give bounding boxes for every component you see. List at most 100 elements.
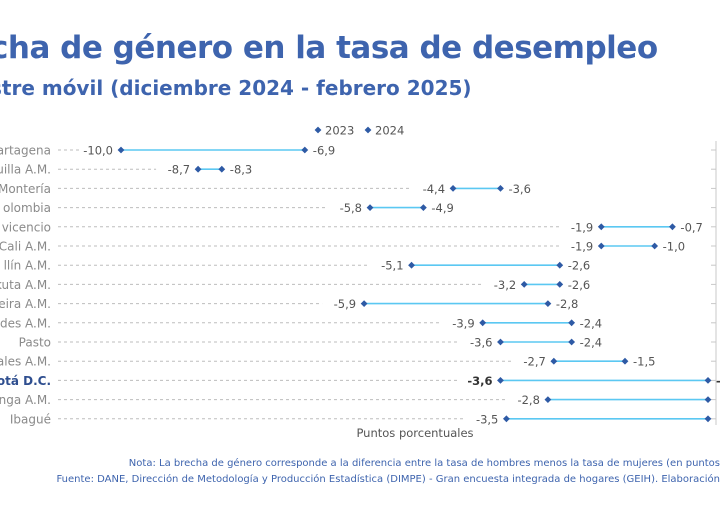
category-label: gotá D.C. [0, 374, 51, 388]
value-label-2023: -3,6 [470, 336, 492, 350]
value-label-2023: -3,6 [467, 374, 492, 388]
value-label-2024: -2,6 [568, 259, 590, 273]
marker-2023 [117, 146, 125, 154]
category-label: Cali A.M. [0, 240, 51, 254]
chart-subtitle: stre móvil (diciembre 2024 - febrero 202… [0, 76, 472, 100]
category-label: llín A.M. [4, 259, 51, 273]
marker-2024 [651, 242, 659, 250]
row-9: des A.M. -3,9 -2,4 [0, 316, 716, 330]
category-label: Pasto [19, 336, 51, 350]
marker-2023 [520, 281, 528, 288]
marker-2023 [597, 223, 605, 231]
value-label-2023: -3,2 [494, 278, 516, 292]
chart-title: cha de género en la tasa de desempleo [0, 30, 658, 66]
row-10: Pasto -3,6 -2,4 [19, 336, 716, 350]
value-label-2023: -1,9 [571, 240, 593, 254]
value-label-2024: -2,6 [568, 278, 590, 292]
marker-2023 [479, 319, 487, 327]
marker-2024 [556, 281, 564, 288]
marker-2023 [194, 165, 202, 173]
category-label: kuta A.M. [0, 278, 51, 292]
marker-2023 [544, 396, 552, 403]
marker-2023 [503, 415, 510, 423]
category-label: nga A.M. [0, 393, 51, 407]
marker-2023 [550, 357, 558, 365]
category-label: uilla A.M. [0, 163, 51, 177]
dumbbell-chart: 2023 2024 artagena -10,0 -6,9 uilla A.M. -8,7… [0, 124, 720, 441]
chart-source: Fuente: DANE, Dirección de Metodología y… [0, 474, 720, 485]
row-4: vicencio -1,9 -0,7 [2, 220, 716, 234]
chart-note: Nota: La brecha de género corresponde a … [0, 458, 720, 469]
marker-2024 [704, 377, 712, 384]
value-label-2023: -3,5 [476, 412, 498, 426]
category-label: Ibagué [10, 412, 51, 426]
marker-2024 [497, 185, 504, 192]
row-2: Montería -4,4 -3,6 [0, 182, 716, 196]
marker-2024 [669, 223, 676, 231]
marker-2023 [408, 261, 415, 269]
marker-2024 [704, 396, 712, 403]
x-axis-label: Puntos porcentuales [356, 426, 473, 440]
value-label-2023: -10,0 [83, 144, 113, 158]
value-label-2024: -0,7 [680, 220, 702, 234]
row-12: gotá D.C. -3,6 -0 [0, 374, 720, 388]
chart-legend: 2023 2024 [314, 124, 404, 138]
marker-2023 [366, 204, 374, 211]
value-label-2023: -3,9 [452, 316, 474, 330]
row-0: artagena -10,0 -6,9 [0, 144, 716, 158]
marker-2023 [449, 185, 457, 192]
marker-2024 [301, 146, 309, 154]
chart-rows: artagena -10,0 -6,9 uilla A.M. -8,7 -8,3 Monte… [0, 144, 720, 427]
category-label: ales A.M. [0, 355, 51, 369]
value-label-2023: -5,9 [334, 297, 356, 311]
legend-marker-2024 [364, 126, 372, 134]
value-label-2023: -8,7 [168, 163, 190, 177]
marker-2024 [218, 165, 226, 173]
category-label: olombia [3, 201, 51, 215]
value-label-2023: -5,8 [340, 201, 362, 215]
marker-2024 [556, 261, 564, 269]
value-label-2023: -2,8 [517, 393, 539, 407]
row-8: eira A.M. -5,9 -2,8 [0, 297, 716, 311]
row-14: Ibagué -3,5 [10, 412, 716, 426]
marker-2024 [704, 415, 712, 423]
row-6: llín A.M. -5,1 -2,6 [4, 259, 716, 273]
chart-note-text: Nota: La brecha de género corresponde a … [128, 458, 720, 469]
value-label-2024: -3,6 [508, 182, 530, 196]
marker-2024 [568, 319, 576, 327]
marker-2023 [360, 300, 368, 307]
value-label-2023: -5,1 [381, 259, 403, 273]
row-11: ales A.M. -2,7 -1,5 [0, 355, 716, 369]
marker-2024 [621, 357, 629, 365]
row-1: uilla A.M. -8,7 -8,3 [0, 163, 716, 177]
value-label-2023: -1,9 [571, 220, 593, 234]
value-label-2024: -6,9 [313, 144, 335, 158]
marker-2024 [544, 300, 552, 307]
category-label: vicencio [2, 220, 51, 234]
row-13: nga A.M. -2,8 [0, 393, 716, 407]
category-label: artagena [0, 144, 51, 158]
value-label-2024: -0 [716, 374, 720, 388]
value-label-2024: -2,8 [556, 297, 578, 311]
value-label-2023: -4,4 [423, 182, 445, 196]
value-label-2024: -1,5 [633, 355, 655, 369]
category-label: eira A.M. [0, 297, 51, 311]
value-label-2023: -2,7 [523, 355, 545, 369]
value-label-2024: -8,3 [230, 163, 252, 177]
row-3: olombia -5,8 -4,9 [3, 201, 716, 215]
chart-source-text: Fuente: DANE, Dirección de Metodología y… [56, 474, 720, 485]
legend-label-2024: 2024 [375, 124, 404, 138]
value-label-2024: -2,4 [580, 336, 602, 350]
marker-2023 [497, 377, 504, 384]
legend-marker-2023 [314, 126, 322, 134]
marker-2024 [568, 338, 576, 346]
value-label-2024: -2,4 [580, 316, 602, 330]
marker-2024 [419, 204, 427, 211]
row-5: Cali A.M. -1,9 -1,0 [0, 240, 716, 254]
value-label-2024: -4,9 [431, 201, 453, 215]
category-label: des A.M. [0, 316, 51, 330]
row-7: kuta A.M. -3,2 -2,6 [0, 278, 716, 292]
category-label: Montería [0, 182, 51, 196]
marker-2023 [497, 338, 504, 346]
marker-2023 [597, 242, 605, 250]
